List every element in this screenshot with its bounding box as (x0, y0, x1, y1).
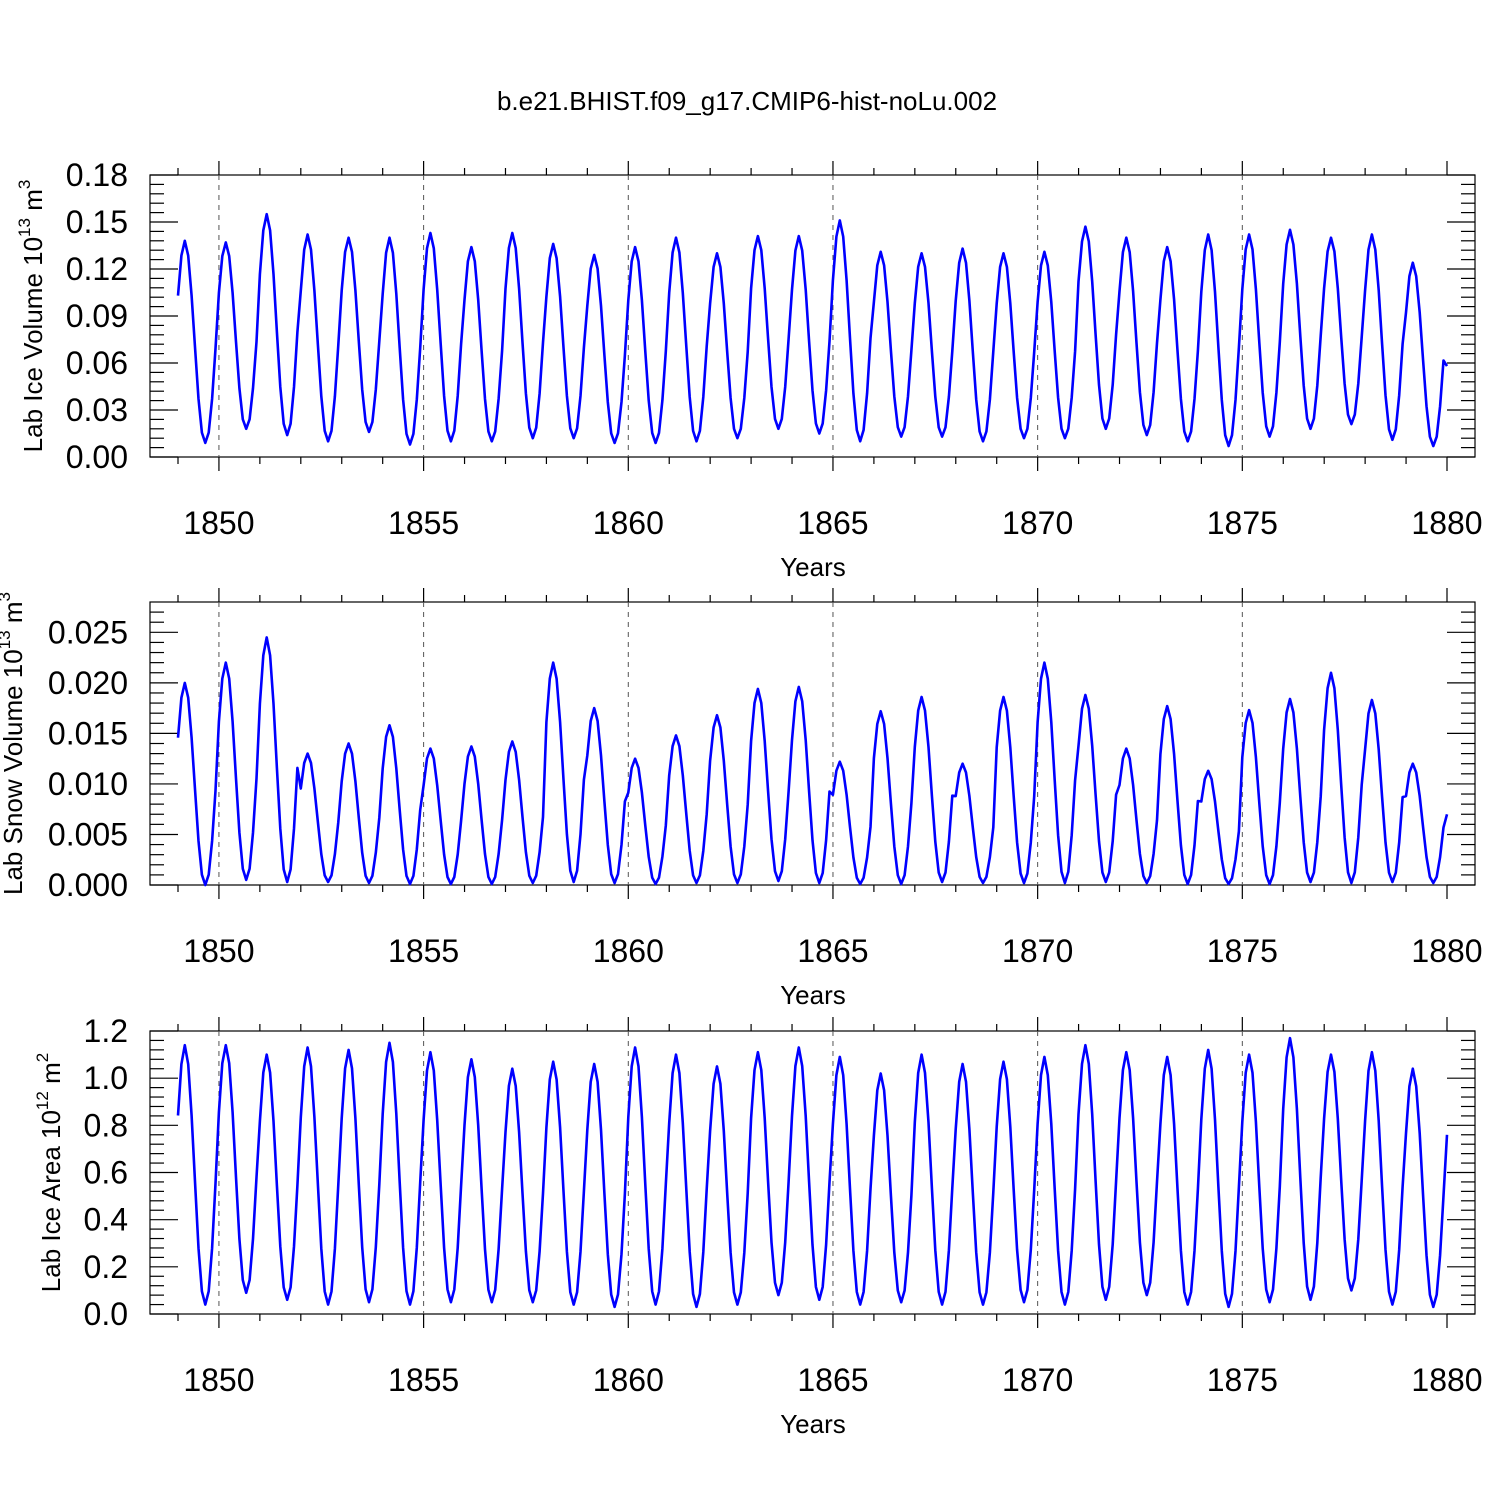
series-line (176, 636, 1449, 887)
y-axis-label: Lab Ice Volume 1013 m3 (15, 180, 48, 453)
x-tick-label: 1875 (1207, 505, 1278, 541)
x-tick-label: 1880 (1411, 933, 1482, 969)
y-tick-label: 0.8 (84, 1107, 128, 1143)
x-tick-label: 1850 (183, 933, 254, 969)
x-tick-label: 1850 (183, 505, 254, 541)
y-axis-label: Lab Ice Area 1012 m2 (33, 1053, 66, 1292)
y-tick-label: 0.09 (66, 298, 128, 334)
x-tick-label: 1855 (388, 505, 459, 541)
x-tick-label: 1860 (593, 933, 664, 969)
y-tick-label: 0.18 (66, 157, 128, 193)
y-tick-label: 0.0 (84, 1296, 128, 1332)
y-tick-label: 1.2 (84, 1013, 128, 1049)
x-tick-label: 1875 (1207, 933, 1278, 969)
y-tick-label: 0.15 (66, 204, 128, 240)
series-line (176, 1036, 1449, 1309)
y-tick-label: 0.03 (66, 392, 128, 428)
x-tick-label: 1855 (388, 933, 459, 969)
x-tick-label: 1865 (797, 1362, 868, 1398)
x-axis-label: Years (780, 1409, 846, 1439)
y-tick-label: 0.025 (48, 614, 128, 650)
x-axis-label: Years (780, 980, 846, 1010)
y-tick-label: 0.005 (48, 816, 128, 852)
y-tick-label: 0.2 (84, 1249, 128, 1285)
x-tick-label: 1855 (388, 1362, 459, 1398)
y-axis-label: Lab Snow Volume 1013 m3 (0, 592, 28, 895)
x-axis-label: Years (780, 552, 846, 582)
x-tick-label: 1860 (593, 505, 664, 541)
y-tick-label: 1.0 (84, 1060, 128, 1096)
y-tick-label: 0.4 (84, 1202, 128, 1238)
figure-title: b.e21.BHIST.f09_g17.CMIP6-hist-noLu.002 (497, 86, 997, 116)
snow-volume-panel: 1850 1855 1860 1865 1870 1875 1880 0.000 0.005 0.… (0, 588, 1483, 1010)
x-tick-label: 1870 (1002, 1362, 1073, 1398)
x-tick-label: 1870 (1002, 933, 1073, 969)
x-tick-label: 1880 (1411, 1362, 1482, 1398)
y-tick-label: 0.010 (48, 766, 128, 802)
y-tick-label: 0.06 (66, 345, 128, 381)
x-tick-label: 1870 (1002, 505, 1073, 541)
ice-area-panel: 1850 1855 1860 1865 1870 1875 1880 0.0 0.2 0.4 0.6… (33, 1013, 1483, 1439)
x-tick-label: 1850 (183, 1362, 254, 1398)
y-tick-label: 0.00 (66, 439, 128, 475)
x-tick-label: 1865 (797, 505, 868, 541)
ice-volume-panel: 1850 1855 1860 1865 1870 1875 1880 0.00 0.03 0.06… (15, 157, 1483, 582)
y-tick-label: 0.000 (48, 867, 128, 903)
x-tick-label: 1865 (797, 933, 868, 969)
y-tick-label: 0.6 (84, 1155, 128, 1191)
y-tick-label: 0.015 (48, 715, 128, 751)
x-tick-label: 1880 (1411, 505, 1482, 541)
x-tick-label: 1875 (1207, 1362, 1278, 1398)
series-line (176, 212, 1449, 448)
y-tick-label: 0.12 (66, 251, 128, 287)
y-tick-label: 0.020 (48, 665, 128, 701)
x-tick-label: 1860 (593, 1362, 664, 1398)
